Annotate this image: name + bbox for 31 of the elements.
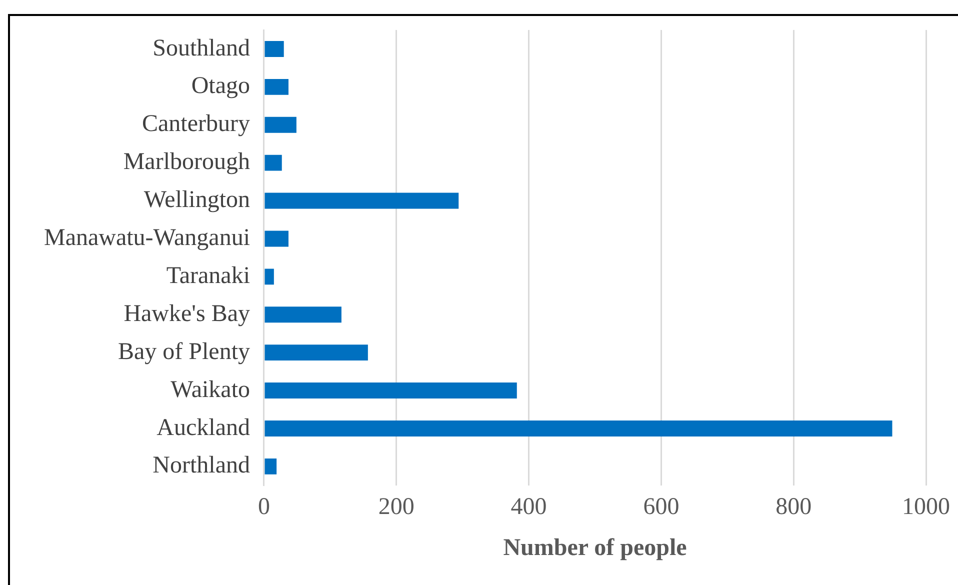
bar [264, 382, 517, 398]
x-tick-label: 0 [258, 494, 270, 520]
x-tick-label: 200 [378, 494, 414, 520]
bar [264, 78, 288, 95]
x-tick-label: 1000 [902, 494, 950, 520]
y-tick-label: Southland [152, 35, 250, 62]
bar [264, 420, 892, 436]
bar [264, 344, 368, 361]
bar [264, 41, 284, 57]
y-tick-label: Taranaki [166, 262, 250, 289]
y-tick-label: Northland [152, 452, 250, 479]
bar [264, 192, 459, 209]
bar [264, 154, 282, 171]
y-tick-label: Hawke's Bay [124, 300, 250, 327]
y-tick-label: Auckland [156, 414, 250, 441]
y-tick-label: Wellington [144, 187, 250, 214]
y-tick-label: Waikato [170, 376, 250, 403]
bar [264, 268, 274, 285]
y-tick-label: Bay of Plenty [118, 338, 250, 365]
bar [264, 306, 342, 323]
x-tick-label: 400 [510, 494, 547, 520]
x-tick-label: 800 [776, 494, 812, 520]
bar [264, 116, 296, 133]
x-axis-title: Number of people [503, 534, 688, 561]
y-tick-label: Marlborough [123, 149, 250, 176]
y-tick-label: Canterbury [142, 111, 250, 138]
bar [264, 230, 288, 247]
y-tick-label: Manawatu-Wanganui [44, 225, 250, 252]
x-tick-label: 600 [643, 494, 680, 520]
y-tick-label: Otago [191, 73, 250, 100]
bar [264, 458, 277, 474]
